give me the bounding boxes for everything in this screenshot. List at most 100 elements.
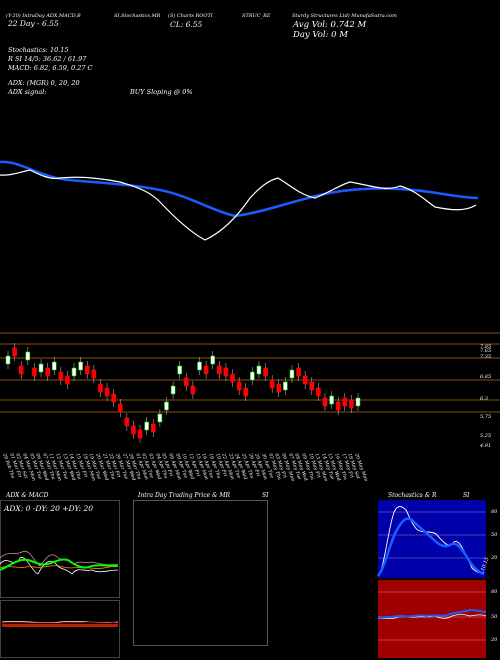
adx-panel-title: ADX & MACD	[6, 492, 49, 499]
candle-body	[18, 365, 24, 375]
date-label: 08 Apr Mon	[167, 453, 182, 481]
price-hlines	[0, 332, 500, 413]
stoch-panel-title: Stochastics & R	[388, 492, 437, 499]
header-line1-d: STRUC_BZ	[242, 13, 271, 19]
date-label: 18 Apr Thu	[207, 453, 221, 480]
candles	[5, 343, 361, 443]
date-label: 15 May Wed	[326, 453, 342, 482]
macd-value: MACD: 6.82, 6.59, 0.27 C	[8, 64, 93, 72]
date-label: 20 May Mon	[353, 453, 368, 483]
candle-body	[329, 395, 334, 405]
date-label: 01 Mar Fri	[7, 453, 22, 479]
candle-body	[250, 371, 255, 381]
candle-body	[243, 387, 249, 397]
candle-body	[236, 381, 242, 391]
candle-body	[190, 385, 196, 395]
stoch-tick-20: 20	[491, 555, 498, 561]
candle-body	[5, 355, 11, 365]
header-line1-b: SI,Stochastics,MR	[114, 13, 161, 19]
date-label: 07 Mar Thu	[41, 453, 56, 481]
rsi-value: R SI 14/5: 36.62 / 61.97	[8, 55, 87, 63]
candle-body	[111, 393, 116, 403]
candle-body	[164, 401, 169, 411]
date-label: 14 May Tue	[320, 453, 335, 481]
date-label: 02 Mar Sat	[14, 453, 29, 480]
date-label: 10 Apr Wed	[180, 453, 195, 481]
candle-body	[289, 369, 295, 379]
date-label: 21 Mar Thu	[100, 453, 115, 481]
candle-body	[276, 383, 282, 393]
candle-body	[157, 413, 163, 423]
candlestick-chart	[0, 332, 500, 443]
date-label: 02 May Thu	[266, 453, 282, 481]
header-line1-a: (Y-20) IntraDay ADX,MACD,B	[6, 13, 81, 19]
adx-lines	[0, 550, 119, 575]
date-label: 30 Apr Tue	[260, 453, 274, 480]
adx-signal-label: ADX signal:	[8, 88, 47, 96]
candle-body	[210, 355, 216, 365]
date-label: 18 Mar Mon	[80, 453, 96, 482]
price-tick-7: 5.25	[480, 433, 492, 439]
date-label: 28 Mar Thu	[127, 453, 142, 481]
candle-body	[45, 367, 50, 377]
price-tick-1: 7.85	[480, 344, 492, 350]
date-label: 12 Mar Tue	[54, 453, 69, 481]
price-tick-5: 6.3	[480, 396, 488, 402]
candle-body	[355, 397, 361, 407]
candle-body	[71, 367, 77, 377]
date-label: 18 May Sat	[346, 453, 361, 480]
day-volume: Day Vol: 0 M	[293, 30, 348, 40]
date-label: 29 Apr Mon	[253, 453, 268, 481]
rsi-tick-50: 50	[491, 614, 498, 620]
price-tick-8: 4.91	[480, 443, 492, 449]
candle-body	[177, 365, 182, 375]
date-label: 09 May Thu	[300, 453, 315, 481]
date-label: 19 Apr Fri	[213, 453, 227, 478]
date-label: 06 Mar Wed	[34, 453, 49, 482]
date-label: 14 Mar Thu	[67, 453, 82, 481]
date-label: 03 Apr Wed	[147, 453, 162, 481]
candle-body	[117, 403, 123, 413]
date-label: 05 Apr Fri	[160, 453, 174, 478]
candle-body	[184, 377, 189, 387]
date-label: 08 May Wed	[293, 453, 309, 482]
candle-body	[91, 369, 97, 379]
date-label: 20 Mar Wed	[94, 453, 109, 482]
candle-body	[309, 381, 315, 391]
date-label: 16 Apr Tue	[200, 453, 215, 480]
rsi-lines	[377, 591, 487, 641]
candle-body	[342, 397, 348, 407]
date-label: 01 Apr Mon	[134, 453, 149, 481]
candle-body	[84, 365, 90, 375]
mr-panel	[133, 500, 268, 646]
price-tick-3: 7.35	[480, 354, 492, 360]
date-label: 26 Apr Fri	[247, 453, 260, 478]
candle-body	[316, 387, 321, 397]
price-line-white	[0, 169, 477, 241]
date-label: 03 May Fri	[273, 453, 288, 479]
candle-body	[137, 429, 143, 439]
avg-volume: Avg Vol: 0.742 M	[293, 20, 367, 30]
date-label: 07 May Tue	[286, 453, 301, 481]
header-line1-e: Sturdy Structures Ltd) MunafaSutra.com	[292, 13, 397, 19]
price-tick-4: 6.85	[480, 374, 492, 380]
moving-average-chart	[0, 160, 479, 241]
candle-body	[150, 423, 156, 433]
candle-body	[296, 367, 301, 377]
date-label: 29 Feb Thu	[1, 453, 16, 480]
date-label: 23 Apr Tue	[227, 453, 241, 480]
date-label: 09 Apr Tue	[173, 453, 188, 480]
date-label: 16 May Thu	[333, 453, 348, 481]
candle-body	[78, 361, 83, 371]
candle-body	[269, 379, 275, 389]
candle-body	[58, 371, 64, 381]
candle-body	[98, 383, 103, 393]
candle-body	[349, 399, 354, 409]
mr-panel-title: Intra Day Trading Price & MR	[138, 492, 231, 499]
price-tick-2: 7.65	[480, 348, 492, 354]
date-label: 02 Apr Tue	[140, 453, 155, 480]
date-label: 15 Apr Mon	[193, 453, 209, 481]
candle-body	[256, 365, 262, 375]
date-label: 04 Apr Thu	[154, 453, 168, 480]
date-label: 13 Mar Wed	[61, 453, 76, 482]
